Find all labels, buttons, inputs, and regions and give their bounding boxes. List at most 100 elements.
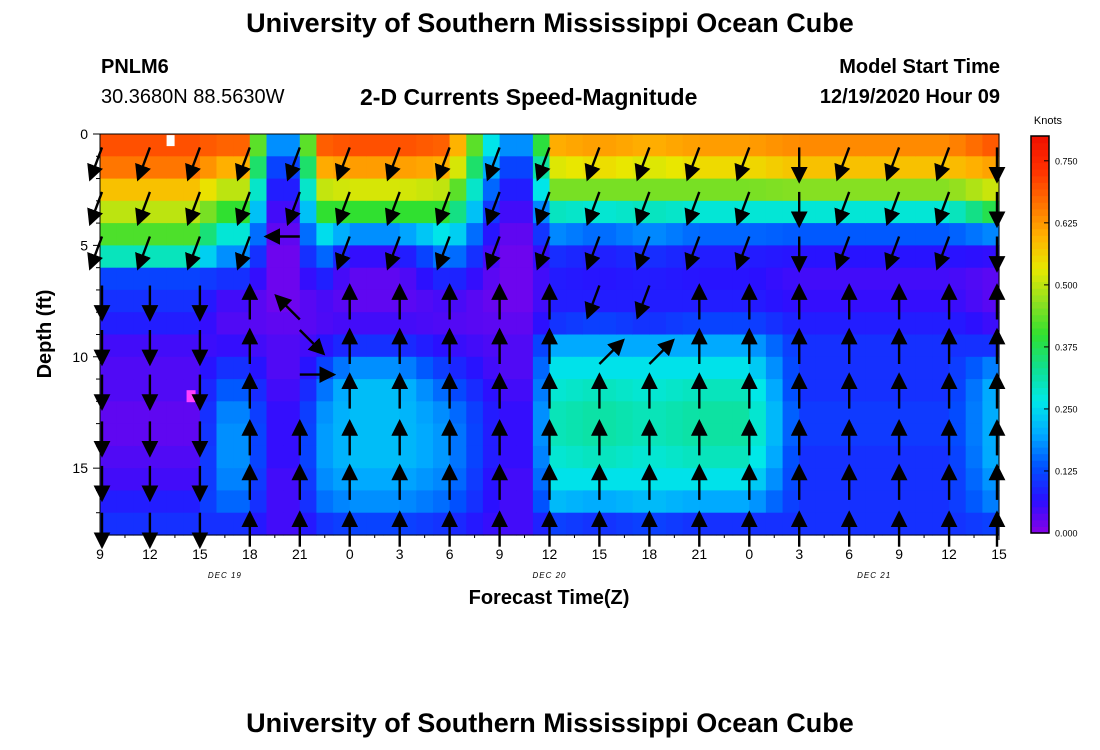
heatmap-cell xyxy=(749,312,767,336)
heatmap-cell xyxy=(199,423,218,447)
heatmap-cell xyxy=(932,289,950,313)
heatmap-cell xyxy=(383,490,401,514)
heatmap-cell xyxy=(949,445,967,469)
heatmap-cell xyxy=(849,401,867,425)
heatmap-cell xyxy=(566,289,584,313)
heatmap-cell xyxy=(283,312,301,336)
heatmap-cell xyxy=(765,245,784,269)
heatmap-cell xyxy=(183,134,201,157)
heatmap-cell xyxy=(266,156,284,180)
heatmap-cell xyxy=(100,134,118,157)
heatmap-cell xyxy=(682,356,700,380)
heatmap-cell xyxy=(932,445,950,469)
colorbar-tick-label: 0.625 xyxy=(1055,218,1078,228)
heatmap-cell xyxy=(433,334,451,358)
heatmap-cell xyxy=(582,512,600,536)
heatmap-cell xyxy=(499,134,517,157)
heatmap-cell xyxy=(732,334,750,358)
heatmap-cell xyxy=(499,200,517,224)
heatmap-cell xyxy=(366,490,384,514)
heatmap-cell xyxy=(832,334,850,358)
colorbar-swatch xyxy=(1031,136,1049,144)
heatmap-cell xyxy=(899,312,917,336)
colorbar-swatch xyxy=(1031,407,1049,415)
heatmap-cell xyxy=(632,134,650,157)
heatmap-cell xyxy=(333,223,351,246)
heatmap-cell xyxy=(716,334,734,358)
heatmap-cell xyxy=(732,267,750,291)
heatmap-cell xyxy=(915,312,933,336)
heatmap-cell xyxy=(616,445,634,469)
heatmap-cell xyxy=(599,156,617,180)
current-vector xyxy=(584,285,601,320)
heatmap-cell xyxy=(566,134,584,157)
colorbar-swatch xyxy=(1031,493,1049,501)
heatmap-cell xyxy=(199,267,218,291)
x-tick-label: 12 xyxy=(941,546,957,562)
heatmap-cell xyxy=(566,200,584,224)
heatmap-cell xyxy=(832,312,850,336)
heatmap-cell xyxy=(283,490,301,514)
heatmap-cell xyxy=(699,245,717,269)
heatmap-cell xyxy=(915,490,933,514)
heatmap-cell xyxy=(449,423,467,447)
heatmap-cell xyxy=(949,423,967,447)
heatmap-cell xyxy=(899,423,917,447)
current-vector xyxy=(185,146,202,182)
heatmap-cell xyxy=(666,267,684,291)
heatmap-cell xyxy=(532,223,551,246)
heatmap-cell xyxy=(349,468,367,492)
heatmap-cell xyxy=(782,334,800,358)
heatmap-cell xyxy=(499,245,517,269)
colorbar-swatch xyxy=(1031,354,1049,362)
heatmap-cell xyxy=(616,289,634,313)
heatmap-cell xyxy=(133,178,151,202)
heatmap-cell xyxy=(149,245,168,269)
heatmap-cell xyxy=(849,178,867,202)
heatmap-cell xyxy=(166,334,184,358)
colorbar-swatch xyxy=(1031,480,1049,488)
colorbar-swatch xyxy=(1031,294,1049,302)
heatmap-cell xyxy=(482,312,501,336)
heatmap-cell xyxy=(183,468,201,492)
heatmap-cell xyxy=(216,134,234,157)
heatmap-cell xyxy=(632,423,650,447)
colorbar-swatch xyxy=(1031,473,1049,481)
heatmap-cell xyxy=(566,401,584,425)
heatmap-cell xyxy=(366,156,384,180)
colorbar-tick-label: 0.375 xyxy=(1055,342,1078,352)
heatmap-cell xyxy=(915,445,933,469)
heatmap-cell xyxy=(482,401,501,425)
heatmap-cell xyxy=(399,512,417,536)
heatmap-cell xyxy=(349,178,367,202)
heatmap-cell xyxy=(532,134,551,157)
heatmap-cell xyxy=(716,445,734,469)
heatmap-cell xyxy=(299,200,317,224)
heatmap-cell xyxy=(366,312,384,336)
heatmap-cell xyxy=(116,379,134,402)
heatmap-cell xyxy=(932,512,950,536)
heatmap-cell xyxy=(832,356,850,380)
heatmap-cell xyxy=(349,334,367,358)
heatmap-cell xyxy=(433,267,451,291)
colorbar-swatch xyxy=(1031,347,1049,355)
heatmap-cell xyxy=(166,312,184,336)
heatmap-cell xyxy=(682,178,700,202)
heatmap-cell xyxy=(949,245,967,269)
heatmap-cell xyxy=(716,223,734,246)
heatmap-cell xyxy=(449,156,467,180)
heatmap-cell xyxy=(133,379,151,402)
heatmap-cell xyxy=(765,267,784,291)
heatmap-cell xyxy=(149,423,168,447)
heatmap-cell xyxy=(516,445,534,469)
heatmap-cell xyxy=(166,223,184,246)
heatmap-cell xyxy=(166,289,184,313)
heatmap-cell xyxy=(532,512,551,536)
heatmap-cell xyxy=(649,312,667,336)
heatmap-cell xyxy=(949,490,967,514)
heatmap-cell xyxy=(815,423,834,447)
heatmap-cell xyxy=(366,512,384,536)
heatmap-cell xyxy=(699,512,717,536)
heatmap-cell xyxy=(765,512,784,536)
heatmap-cell xyxy=(666,356,684,380)
